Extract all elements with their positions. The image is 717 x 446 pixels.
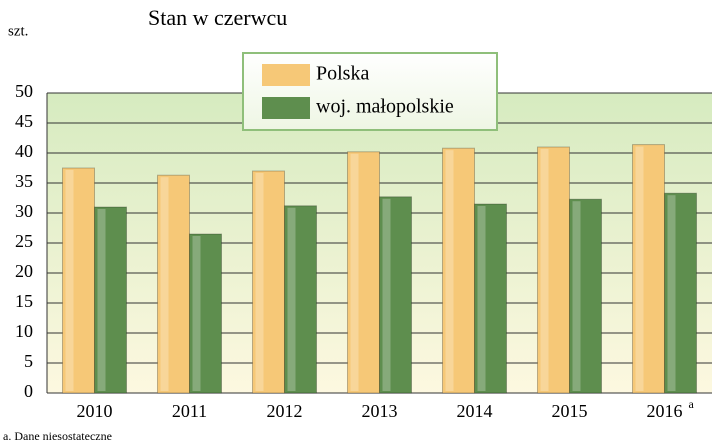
- bar-highlight: [572, 201, 581, 391]
- legend-swatch: [262, 97, 310, 119]
- bar-highlight: [635, 146, 644, 391]
- footnote: a. Dane niesostateczne: [3, 429, 112, 443]
- bar-highlight: [287, 207, 296, 391]
- y-tick-label: 25: [15, 231, 33, 251]
- bar: [632, 144, 665, 394]
- bar: [284, 205, 317, 394]
- bar: [62, 167, 95, 394]
- bar-highlight: [477, 206, 486, 391]
- bar-highlight: [160, 177, 169, 391]
- legend-label: woj. małopolskie: [316, 96, 454, 118]
- legend-swatch: [262, 64, 310, 86]
- y-tick-label: 5: [24, 351, 33, 371]
- bar: [347, 151, 380, 394]
- y-tick-label: 10: [15, 321, 33, 341]
- bar-highlight: [540, 149, 549, 391]
- bar: [157, 174, 190, 394]
- chart-title: Stan w czerwcu: [148, 5, 287, 30]
- bar: [252, 170, 285, 394]
- y-tick-label: 35: [15, 171, 33, 191]
- bar: [379, 196, 412, 394]
- bar: [474, 203, 507, 394]
- bar-highlight: [192, 236, 201, 391]
- y-tick-label: 15: [15, 291, 33, 311]
- x-tick-label: 2012: [267, 401, 303, 421]
- x-tick-label: 2013: [362, 401, 398, 421]
- x-tick-label: 2014: [457, 401, 493, 421]
- y-axis-label: szt.: [8, 23, 28, 39]
- bar-highlight: [445, 150, 454, 391]
- y-tick-label: 45: [15, 111, 33, 131]
- bar: [94, 206, 127, 394]
- x-tick-label: 2016: [647, 401, 683, 421]
- bar-highlight: [350, 153, 359, 391]
- y-tick-label: 20: [15, 261, 33, 281]
- y-tick-label: 30: [15, 201, 33, 221]
- bar: [537, 146, 570, 394]
- footnote-marker: a: [689, 397, 695, 411]
- bar: [189, 233, 222, 394]
- x-tick-label: 2011: [172, 401, 207, 421]
- bar: [442, 147, 475, 394]
- x-tick-label: 2010: [77, 401, 113, 421]
- y-tick-label: 50: [15, 81, 33, 101]
- bar-highlight: [65, 170, 74, 391]
- bar-highlight: [382, 198, 391, 391]
- x-tick-label: 2015: [552, 401, 588, 421]
- bar: [664, 192, 697, 394]
- bar: [569, 198, 602, 394]
- legend-label: Polska: [316, 63, 369, 85]
- y-tick-label: 0: [24, 381, 33, 401]
- bar-highlight: [255, 173, 264, 391]
- bar-highlight: [97, 209, 106, 391]
- y-tick-label: 40: [15, 141, 33, 161]
- bar-highlight: [667, 195, 676, 391]
